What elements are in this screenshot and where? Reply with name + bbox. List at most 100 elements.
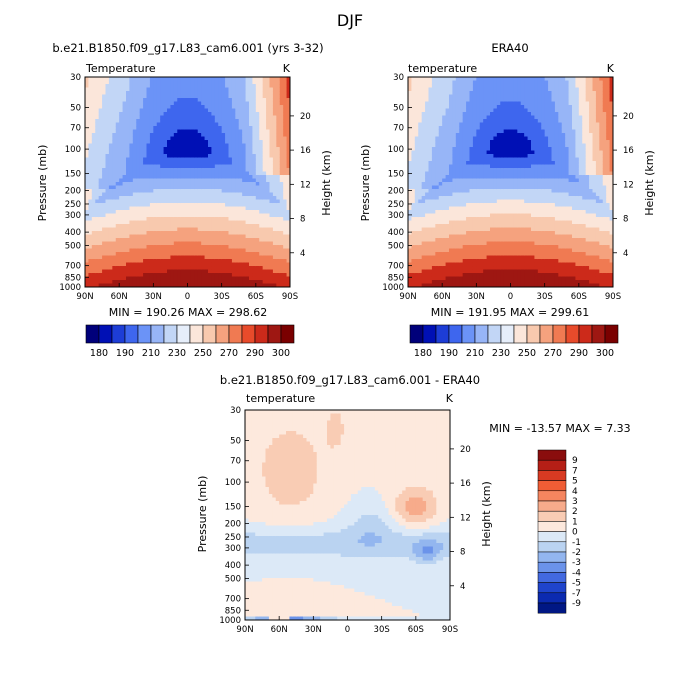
contour-cell	[259, 241, 264, 246]
contour-cell	[119, 273, 123, 277]
contour-cell	[218, 259, 223, 263]
contour-cell	[146, 154, 151, 158]
contour-cell	[194, 283, 199, 288]
contour-cell	[115, 178, 120, 183]
contour-cell	[421, 269, 426, 274]
contour-cell	[445, 199, 450, 204]
contour-cell	[255, 266, 260, 270]
contour-cell	[177, 147, 182, 151]
contour-cell	[91, 231, 96, 235]
contour-cell	[411, 171, 416, 176]
contour-cell	[259, 178, 264, 183]
contour-cell	[194, 126, 199, 130]
contour-cell	[408, 150, 412, 155]
contour-cell	[136, 210, 141, 214]
contour-cell	[115, 94, 120, 99]
contour-cell	[173, 269, 178, 274]
contour-cell	[462, 77, 467, 81]
contour-cell	[279, 94, 284, 99]
contour-cell	[139, 273, 144, 277]
contour-cell	[472, 143, 477, 148]
contour-cell	[242, 238, 246, 242]
contour-cell	[190, 157, 195, 162]
contour-cell	[483, 91, 487, 95]
contour-cell	[208, 213, 212, 218]
contour-cell	[170, 164, 175, 169]
contour-cell	[187, 192, 192, 197]
contour-cell	[167, 245, 171, 249]
contour-cell	[418, 171, 423, 176]
contour-cell	[449, 280, 453, 284]
contour-cell	[225, 168, 229, 172]
contour-cell	[184, 196, 188, 200]
contour-cell	[156, 206, 161, 211]
contour-cell	[283, 175, 287, 179]
contour-cell	[262, 140, 267, 144]
contour-cell	[235, 105, 240, 109]
contour-cell	[187, 213, 192, 218]
contour-cell	[408, 101, 412, 106]
contour-cell	[425, 91, 429, 95]
contour-cell	[105, 91, 110, 95]
contour-cell	[428, 273, 433, 277]
contour-cell	[276, 94, 281, 99]
contour-cell	[245, 87, 250, 92]
contour-cell	[156, 171, 161, 176]
contour-cell	[438, 206, 443, 211]
contour-cell	[411, 157, 416, 162]
contour-cell	[245, 133, 250, 137]
contour-cell	[479, 241, 484, 246]
contour-cell	[445, 126, 450, 130]
contour-cell	[85, 140, 89, 144]
contour-cell	[431, 217, 436, 221]
contour-cell	[466, 262, 470, 267]
contour-cell	[115, 192, 120, 197]
contour-cell	[269, 234, 274, 239]
contour-cell	[469, 175, 474, 179]
contour-cell	[218, 119, 223, 123]
contour-cell	[98, 108, 103, 113]
contour-cell	[452, 161, 457, 165]
contour-cell	[231, 203, 236, 207]
contour-cell	[479, 126, 484, 130]
contour-cell	[143, 154, 147, 158]
contour-cell	[438, 126, 443, 130]
contour-cell	[201, 262, 205, 267]
contour-cell	[187, 80, 192, 85]
contour-cell	[153, 140, 158, 144]
contour-cell	[177, 105, 182, 109]
contour-cell	[105, 252, 110, 256]
contour-cell	[167, 147, 171, 151]
contour-cell	[276, 115, 281, 120]
contour-cell	[146, 192, 151, 197]
contour-cell	[98, 238, 103, 242]
contour-cell	[235, 161, 240, 165]
contour-cell	[269, 112, 274, 116]
contour-cell	[414, 210, 419, 214]
contour-cell	[98, 119, 103, 123]
contour-cell	[221, 196, 226, 200]
contour-cell	[122, 129, 127, 134]
contour-cell	[228, 259, 233, 263]
contour-cell	[102, 115, 106, 120]
contour-cell	[108, 276, 113, 281]
contour-cell	[269, 126, 274, 130]
contour-cell	[435, 105, 440, 109]
contour-cell	[452, 157, 457, 162]
contour-cell	[102, 157, 106, 162]
contour-cell	[112, 227, 117, 232]
contour-cell	[98, 182, 103, 186]
contour-cell	[180, 213, 185, 218]
contour-cell	[167, 136, 171, 141]
contour-cell	[414, 262, 419, 267]
contour-cell	[225, 182, 229, 186]
contour-cell	[173, 280, 178, 284]
contour-cell	[276, 210, 281, 214]
contour-cell	[156, 217, 161, 221]
contour-cell	[231, 283, 236, 288]
contour-cell	[218, 115, 223, 120]
contour-cell	[108, 129, 113, 134]
contour-cell	[283, 126, 287, 130]
contour-cell	[170, 238, 175, 242]
contour-cell	[279, 231, 284, 235]
